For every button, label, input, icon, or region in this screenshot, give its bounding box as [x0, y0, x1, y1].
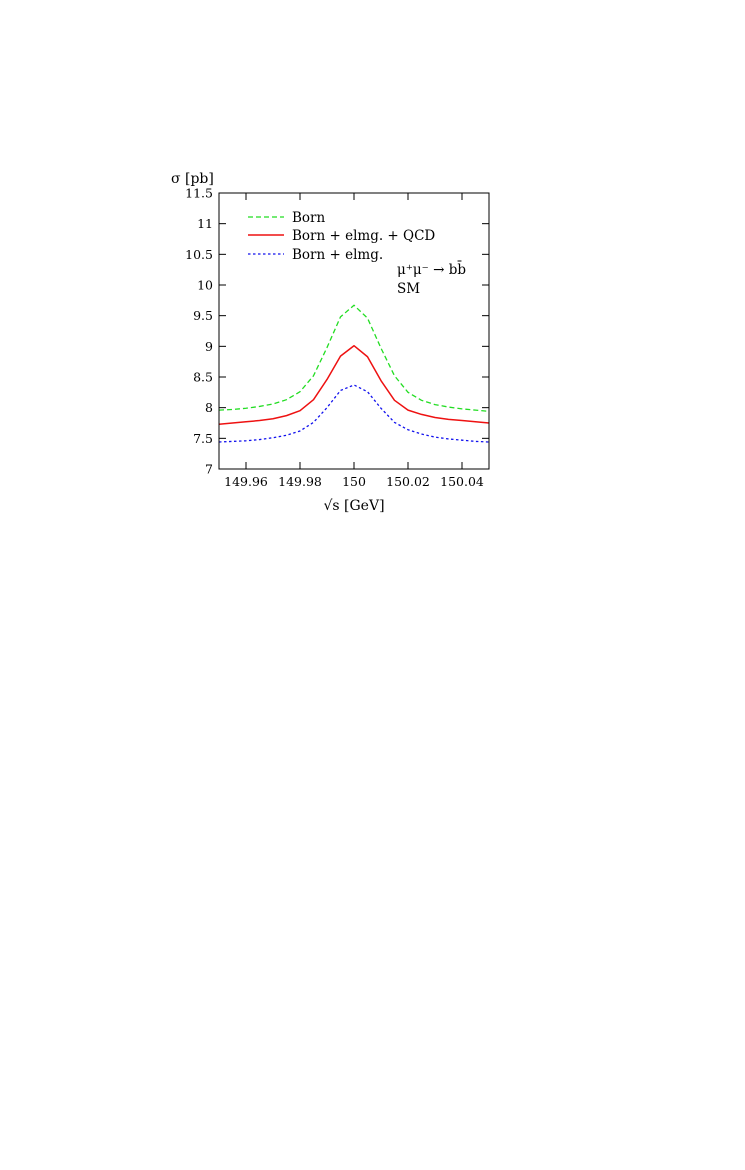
x-tick-label: 150.02: [386, 474, 430, 489]
legend-label-born-elmg: Born + elmg.: [292, 247, 383, 263]
y-axis-ticks: 7 7.5 8 8.5 9 9.5 10 10.5 11 11.5: [185, 186, 489, 477]
y-axis-label: σ [pb]: [171, 171, 214, 187]
series-line-born-elmg-qcd: [218, 344, 490, 425]
legend-label-born: Born: [292, 210, 326, 226]
series-line-born-elmg: [218, 384, 490, 443]
x-tick-label: 149.98: [278, 474, 322, 489]
y-tick-label: 8: [205, 400, 213, 415]
y-tick-label: 8.5: [193, 370, 213, 385]
x-tick-label: 149.96: [224, 474, 268, 489]
legend-label-born-elmg-qcd: Born + elmg. + QCD: [292, 228, 435, 244]
plot-frame: [218, 192, 490, 470]
model-annotation: SM: [397, 281, 420, 297]
y-tick-label: 10.5: [185, 247, 213, 262]
x-tick-label: 150: [342, 474, 366, 489]
legend: Born Born + elmg. + QCD Born + elmg.: [248, 210, 435, 263]
x-axis-label: √s [GeV]: [323, 498, 384, 514]
x-tick-label: 150.04: [440, 474, 484, 489]
y-tick-label: 7: [205, 462, 213, 477]
y-tick-label: 11: [197, 216, 213, 231]
process-annotation: μ⁺μ⁻ → bb̄: [397, 261, 466, 278]
y-tick-label: 10: [197, 278, 213, 293]
y-tick-label: 9: [205, 339, 213, 354]
x-axis-ticks: 149.96 149.98 150 150.02 150.04: [224, 193, 484, 489]
y-tick-label: 7.5: [193, 431, 213, 446]
series-line-born: [218, 304, 490, 412]
y-tick-label: 9.5: [193, 308, 213, 323]
series-curves: [218, 304, 490, 443]
y-tick-label: 11.5: [185, 186, 213, 201]
